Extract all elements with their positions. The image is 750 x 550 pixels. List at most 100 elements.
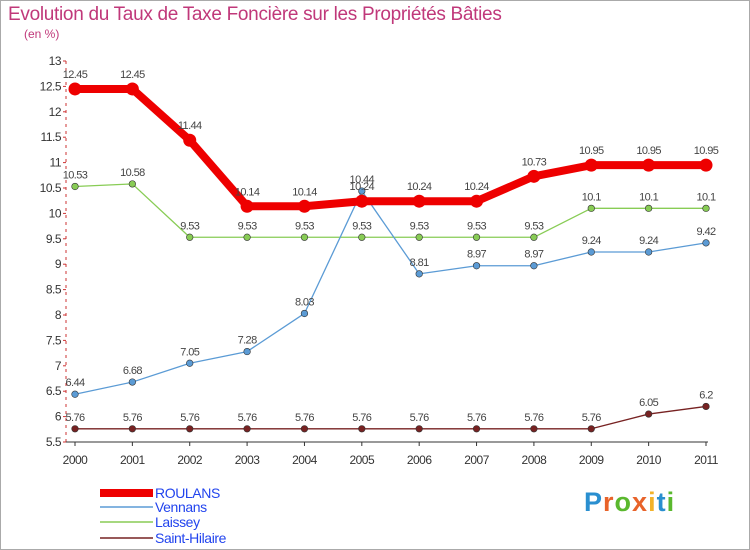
data-label-laissey: 9.53: [180, 220, 199, 232]
data-label-roulans: 10.95: [694, 145, 719, 157]
series-line-vennans: [74, 190, 707, 395]
x-tick-label: 2009: [579, 453, 605, 467]
data-label-laissey: 10.1: [639, 191, 658, 203]
legend-label-laissey: Laissey: [155, 514, 200, 530]
data-label-saint-hilaire: 5.76: [65, 412, 84, 424]
data-label-saint-hilaire: 5.76: [467, 412, 486, 424]
data-point-laissey: [587, 204, 595, 212]
data-label-roulans: 10.24: [350, 181, 375, 193]
x-tick-label: 2007: [464, 453, 490, 467]
data-point-saint-hilaire: [587, 425, 595, 433]
data-point-vennans: [243, 347, 251, 356]
x-tick-label: 2001: [120, 453, 146, 467]
series-layer: [68, 82, 713, 433]
series-line-laissey: [74, 183, 706, 238]
data-point-vennans: [530, 262, 538, 270]
data-label-roulans: 10.95: [636, 145, 661, 157]
data-point-laissey: [243, 233, 251, 241]
y-tick-label: 8: [55, 308, 62, 322]
y-tick-label: 12.5: [40, 79, 62, 93]
series-line-saint-hilaire: [75, 405, 707, 430]
data-label-laissey: 9.53: [524, 220, 543, 232]
x-tick-label: 2011: [694, 453, 719, 467]
data-label-laissey: 10.58: [120, 167, 145, 179]
x-tick-label: 2010: [636, 453, 662, 467]
data-label-vennans: 8.97: [467, 249, 486, 261]
y-tick-label: 6: [55, 410, 62, 424]
y-tick-label: 6.5: [46, 384, 62, 398]
data-label-roulans: 12.45: [120, 69, 145, 81]
data-label-saint-hilaire: 6.2: [699, 389, 713, 401]
x-tick-label: 2003: [235, 453, 261, 467]
data-label-vennans: 9.24: [639, 235, 658, 247]
chart-unit-label: (en %): [24, 27, 60, 41]
data-label-vennans: 8.81: [410, 257, 429, 269]
data-label-vennans: 6.68: [123, 365, 142, 377]
y-tick-label: 12: [49, 105, 62, 119]
y-tick-label: 11.5: [41, 130, 62, 144]
data-point-laissey: [702, 204, 710, 212]
logo-letter: i: [666, 487, 676, 517]
data-label-laissey: 9.53: [467, 220, 486, 232]
data-point-saint-hilaire: [128, 425, 136, 433]
data-label-roulans: 10.95: [579, 145, 604, 157]
data-label-saint-hilaire: 5.76: [524, 412, 543, 424]
data-point-saint-hilaire: [300, 425, 309, 433]
data-point-saint-hilaire: [702, 402, 710, 411]
data-label-roulans: 10.14: [292, 186, 317, 198]
data-label-vennans: 9.24: [582, 235, 601, 247]
data-point-laissey: [645, 204, 653, 212]
data-label-laissey: 10.1: [696, 191, 715, 203]
data-label-saint-hilaire: 5.76: [123, 412, 142, 424]
y-tick-label: 7.5: [46, 333, 62, 347]
x-tick-label: 2004: [292, 453, 318, 467]
series-line-roulans: [75, 84, 706, 211]
data-point-saint-hilaire: [186, 425, 194, 433]
data-point-saint-hilaire: [472, 425, 481, 433]
data-label-saint-hilaire: 5.76: [352, 412, 371, 424]
data-label-roulans: 10.24: [407, 181, 432, 193]
data-label-laissey: 9.53: [352, 220, 371, 232]
logo-letter: P: [584, 487, 604, 517]
data-point-saint-hilaire: [415, 425, 423, 433]
data-label-laissey: 10.53: [63, 169, 88, 181]
chart-title: Evolution du Taux de Taxe Foncière sur l…: [8, 4, 502, 25]
data-point-roulans: [470, 194, 484, 208]
data-label-roulans: 10.24: [464, 181, 489, 193]
data-point-saint-hilaire: [71, 425, 79, 433]
data-labels: 5.76 5.76 5.76 5.76 5.76 5.76 5.76 5.76 5.76 5.76…: [63, 69, 720, 424]
y-tick-label: 9.5: [46, 232, 62, 246]
data-point-roulans: [297, 199, 311, 213]
data-point-laissey: [530, 233, 538, 241]
logo-letter: r: [603, 487, 615, 517]
data-label-vennans: 8.97: [524, 249, 543, 261]
y-tick-label: 11: [50, 156, 62, 170]
data-point-roulans: [125, 82, 139, 96]
y-tick-label: 5.5: [46, 435, 62, 449]
data-point-roulans: [699, 158, 713, 172]
axes: 5.5 6 6.5 7 7.5 8 8.5 9 9.5 10 10.5 11 11.5 12 12.5 13 2…: [40, 54, 720, 467]
data-label-saint-hilaire: 5.76: [238, 412, 257, 424]
data-label-saint-hilaire: 5.76: [295, 412, 314, 424]
data-label-laissey: 9.53: [295, 220, 314, 232]
data-label-saint-hilaire: 6.05: [639, 397, 658, 409]
logo-letter: o: [614, 487, 633, 517]
data-point-roulans: [68, 82, 82, 96]
data-point-saint-hilaire: [243, 425, 251, 433]
data-label-saint-hilaire: 5.76: [180, 412, 199, 424]
data-point-saint-hilaire: [358, 425, 366, 433]
data-point-roulans: [183, 133, 197, 147]
data-point-vennans: [358, 187, 366, 195]
data-label-vennans: 7.05: [180, 346, 199, 358]
data-point-laissey: [71, 182, 79, 191]
data-label-vennans: 9.42: [696, 226, 715, 238]
data-point-vennans: [472, 262, 481, 270]
data-label-roulans: 12.45: [63, 69, 88, 81]
legend-label-vennans: Vennans: [155, 499, 207, 515]
data-label-saint-hilaire: 5.76: [582, 412, 601, 424]
data-point-roulans: [240, 199, 254, 213]
data-point-vennans: [300, 309, 309, 318]
data-label-roulans: 10.73: [522, 156, 547, 168]
